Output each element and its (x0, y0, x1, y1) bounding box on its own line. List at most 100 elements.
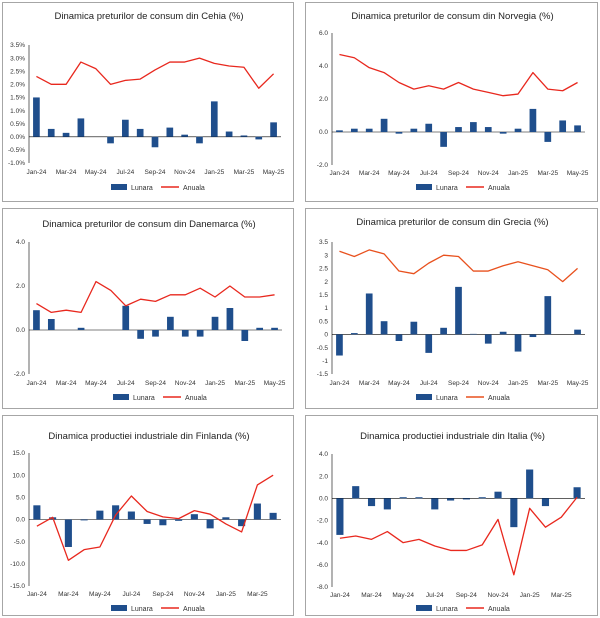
bar-lunara (510, 498, 518, 528)
bar-lunara (573, 487, 581, 499)
legend-swatch-lunara (111, 184, 127, 190)
x-tick-label: Jan-25 (216, 591, 236, 598)
chart-title: Dinamica preturilor de consum din Cehia … (54, 11, 243, 22)
bar-lunara (484, 334, 492, 344)
x-tick-label: Jul-24 (123, 591, 141, 598)
x-tick-label: Nov-24 (175, 380, 196, 387)
x-tick-label: Jan-25 (508, 380, 528, 387)
bar-lunara (380, 118, 388, 132)
x-tick-label: Nov-24 (174, 169, 195, 176)
y-tick-label: 2 (324, 279, 328, 286)
x-tick-label: May-24 (392, 592, 414, 599)
y-tick-label: 4.0 (16, 239, 25, 246)
bar-lunara (225, 131, 233, 137)
x-tick-label: Mar-25 (234, 169, 255, 176)
y-tick-label: 3 (324, 252, 328, 259)
bar-lunara (269, 512, 277, 520)
bar-lunara (33, 505, 41, 520)
chart-panel-fi: Dinamica productiei industriale din Finl… (2, 415, 294, 616)
x-tick-label: Jan-24 (330, 380, 350, 387)
legend-label-anuala: Anuala (183, 185, 205, 192)
x-tick-label: May-24 (85, 169, 107, 176)
bar-lunara (478, 497, 486, 499)
bar-lunara (175, 519, 183, 521)
x-tick-label: Jul-24 (117, 380, 135, 387)
y-tick-label: 3.5 (319, 239, 328, 246)
x-tick-label: May-25 (263, 169, 285, 176)
legend-label-lunara: Lunara (436, 185, 458, 192)
bar-lunara (206, 519, 214, 529)
line-anuala (339, 53, 578, 97)
x-tick-label: Mar-25 (537, 380, 558, 387)
y-tick-label: 0.0% (10, 134, 25, 141)
y-tick-label: -8.0 (317, 584, 329, 591)
bar-lunara (122, 119, 129, 137)
y-tick-label: 0.5 (319, 318, 328, 325)
chart-title: Dinamica preturilor de consum din Grecia… (356, 217, 548, 228)
bar-lunara (210, 101, 218, 137)
bar-lunara (238, 519, 246, 527)
bar-lunara (352, 486, 360, 499)
bar-lunara (336, 130, 343, 132)
y-tick-label: -0.5% (8, 147, 25, 154)
chart-fi: Dinamica productiei industriale din Finl… (10, 431, 281, 613)
x-tick-label: Sep-24 (145, 169, 166, 176)
bar-lunara (367, 498, 376, 507)
bar-lunara (181, 330, 189, 337)
y-tick-label: -10.0 (10, 561, 25, 568)
bar-lunara (190, 514, 198, 520)
bar-lunara (484, 127, 492, 132)
bar-lunara (455, 127, 462, 132)
bar-lunara (395, 334, 403, 341)
x-tick-label: May-24 (85, 380, 107, 387)
bar-lunara (222, 517, 230, 520)
bar-lunara (365, 128, 373, 132)
y-tick-label: -2.0 (317, 518, 329, 525)
bar-lunara (380, 321, 388, 335)
y-tick-label: -1 (322, 358, 328, 365)
bar-lunara (167, 316, 174, 330)
y-tick-label: 0.5% (10, 121, 25, 128)
bar-lunara (462, 498, 470, 500)
x-tick-label: Sep-24 (456, 592, 477, 599)
y-tick-label: -0.5 (317, 345, 329, 352)
line-anuala (339, 249, 578, 283)
chart-panel-dk: Dinamica preturilor de consum din Danema… (2, 208, 294, 409)
y-tick-label: 0.0 (319, 496, 328, 503)
y-tick-label: 0.0 (16, 517, 25, 524)
bar-lunara (211, 316, 219, 330)
bar-lunara (431, 498, 439, 510)
bar-lunara (166, 127, 174, 137)
chart-title: Dinamica preturilor de consum din Norveg… (351, 11, 553, 22)
bar-lunara (529, 334, 537, 338)
bar-lunara (455, 286, 462, 335)
bar-lunara (336, 498, 344, 535)
y-tick-label: 4.0 (319, 63, 328, 70)
line-anuala (36, 474, 274, 561)
legend-label-anuala: Anuala (488, 395, 510, 402)
legend-swatch-lunara (111, 605, 127, 611)
bar-lunara (122, 305, 130, 330)
bar-lunara (440, 327, 447, 335)
bar-lunara (77, 327, 85, 330)
bar-lunara (544, 296, 552, 335)
x-tick-label: Nov-24 (488, 592, 509, 599)
y-tick-label: -2.0 (14, 371, 26, 378)
bar-lunara (151, 136, 159, 148)
x-tick-label: Nov-24 (478, 380, 499, 387)
chart-it: Dinamica productiei industriale din Ital… (317, 431, 585, 613)
legend-label-lunara: Lunara (131, 606, 153, 613)
x-tick-label: Jan-25 (508, 170, 528, 177)
y-tick-label: 2.0 (319, 96, 328, 103)
y-tick-label: -15.0 (10, 583, 25, 590)
y-tick-label: 10.0 (12, 472, 25, 479)
x-tick-label: Sep-24 (448, 170, 469, 177)
x-tick-label: Mar-24 (56, 380, 77, 387)
bar-lunara (226, 308, 234, 330)
bar-lunara (270, 122, 277, 137)
bar-lunara (365, 293, 373, 335)
bar-lunara (112, 505, 120, 520)
chart-gr: Dinamica preturilor de consum din Grecia… (317, 217, 589, 402)
bar-lunara (196, 330, 204, 337)
x-tick-label: Mar-25 (234, 380, 255, 387)
